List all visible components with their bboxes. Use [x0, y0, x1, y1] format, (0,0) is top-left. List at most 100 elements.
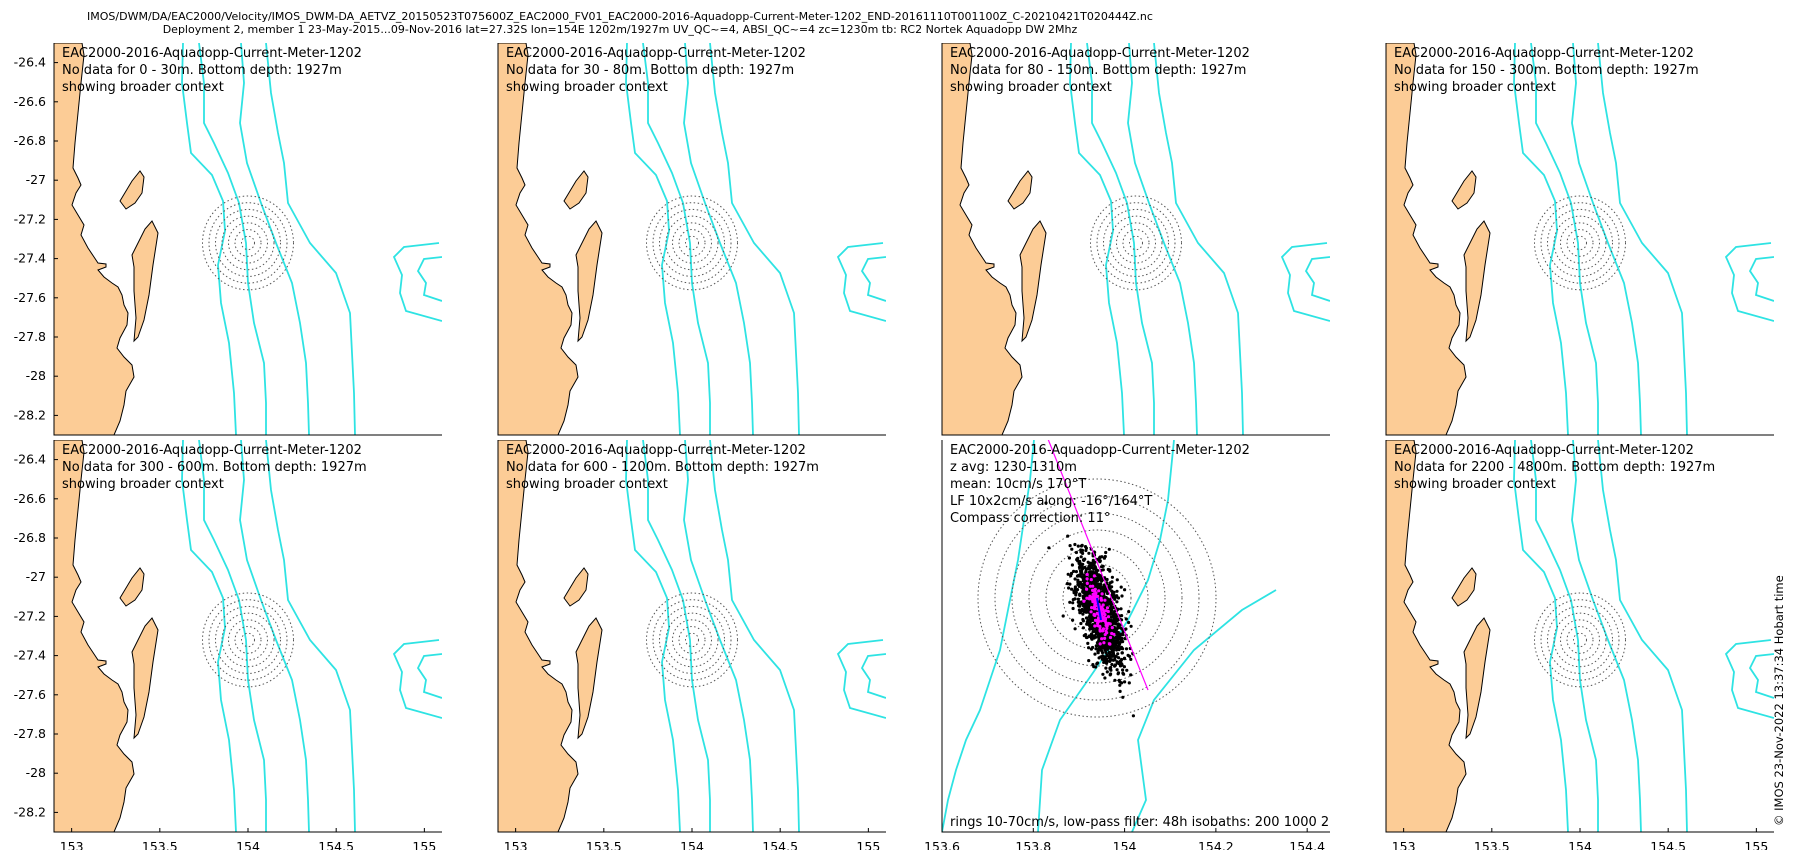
isobath-line — [1530, 440, 1599, 832]
x-tick-label: 153 — [504, 839, 528, 850]
annotation-line: No data for 30 - 80m. Bottom depth: 1927… — [506, 63, 795, 78]
annotation-line: EAC2000-2016-Aquadopp-Current-Meter-1202 — [62, 443, 362, 458]
island — [1451, 567, 1477, 607]
y-tick-label: -27.4 — [14, 251, 46, 266]
isobath-line — [1131, 589, 1277, 832]
isobath-line — [1571, 43, 1642, 435]
speed-ring — [672, 222, 712, 264]
isobath-line — [181, 440, 237, 832]
x-tick-label: 153 — [60, 839, 84, 850]
annotation-line: showing broader context — [62, 477, 224, 492]
panel-plot — [54, 43, 442, 435]
panel-axes — [1385, 43, 1774, 436]
x-tick-label: 155 — [412, 839, 436, 850]
panel-annotation: EAC2000-2016-Aquadopp-Current-Meter-1202… — [62, 442, 367, 493]
panel-plot — [498, 43, 886, 435]
panel-axes: 153 153.5 154 154.5 155 — [497, 440, 886, 850]
speed-ring — [652, 599, 732, 681]
isobath-line — [1304, 256, 1330, 302]
x-tick-label: 153.5 — [1474, 839, 1510, 850]
speed-ring — [659, 208, 725, 277]
isobath-line — [239, 440, 310, 832]
isobath-line — [198, 43, 267, 435]
island — [131, 617, 159, 740]
y-tick-label: -27.6 — [14, 687, 46, 702]
annotation-line: showing broader context — [506, 80, 668, 95]
y-tick-label: -27.8 — [14, 329, 46, 344]
annotation-line: No data for 0 - 30m. Bottom depth: 1927m — [62, 63, 342, 78]
axis-frame — [1385, 440, 1774, 833]
annotation-line: showing broader context — [950, 80, 1112, 95]
y-tick-label: -27.2 — [14, 211, 46, 226]
isobath-line — [683, 440, 754, 832]
y-tick-label: -28 — [26, 368, 46, 383]
panel-annotation: EAC2000-2016-Aquadopp-Current-Meter-1202… — [62, 45, 362, 96]
land-mass — [54, 440, 135, 832]
isobath-line — [642, 43, 711, 435]
figure-title-line2: Deployment 2, member 1 23-May-2015...09-… — [162, 23, 1078, 36]
annotation-line: No data for 80 - 150m. Bottom depth: 192… — [950, 63, 1247, 78]
map-panel: 153.6 153.8 154 154.2 154.4 EAC2000-2016-Aqua… — [924, 440, 1330, 850]
y-tick-label: -27.2 — [14, 608, 46, 623]
map-panel: EAC2000-2016-Aquadopp-Current-Meter-1202… — [941, 43, 1330, 436]
isobath-line — [1724, 242, 1774, 322]
speed-ring — [977, 478, 1217, 718]
y-tick-label: -28.2 — [14, 407, 46, 422]
y-tick-label: -26.8 — [14, 530, 46, 545]
island — [1019, 220, 1047, 343]
annotation-line: EAC2000-2016-Aquadopp-Current-Meter-1202 — [62, 46, 362, 61]
x-tick-label: 155 — [1744, 839, 1768, 850]
speed-ring — [1540, 202, 1620, 284]
land-mass — [1386, 43, 1467, 435]
annotation-line: EAC2000-2016-Aquadopp-Current-Meter-1202 — [506, 443, 806, 458]
isobath-line — [860, 653, 886, 699]
axis-frame — [53, 43, 442, 436]
y-tick-label: -26.6 — [14, 491, 46, 506]
figure-title: IMOS/DWM/DA/EAC2000/Velocity/IMOS_DWM-DA… — [0, 10, 1240, 36]
panel-axes: -26.4 -26.6 -26.8 -27 -27.2 -27.4 -27.6 -27.8 -2… — [14, 43, 442, 436]
map-panel: -26.4 -26.6 -26.8 -27 -27.2 -27.4 -27.6 -27.8 -2… — [14, 440, 442, 850]
panel-annotation: EAC2000-2016-Aquadopp-Current-Meter-1202… — [506, 45, 806, 96]
isobath-line — [1086, 43, 1155, 435]
isobath-line — [1153, 43, 1244, 435]
speed-ring — [1560, 222, 1600, 264]
panel-footer: rings 10-70cm/s, low-pass filter: 48h is… — [950, 815, 1328, 830]
isobath-line — [239, 43, 310, 435]
speed-ring — [1011, 512, 1183, 684]
panel-annotation: EAC2000-2016-Aquadopp-Current-Meter-1202… — [950, 442, 1250, 527]
speed-ring — [221, 215, 275, 271]
annotation-line: EAC2000-2016-Aquadopp-Current-Meter-1202 — [506, 46, 806, 61]
panel-axes: 153 153.5 154 154.5 155 — [1385, 440, 1774, 850]
annotation-line: EAC2000-2016-Aquadopp-Current-Meter-1202 — [950, 443, 1250, 458]
speed-ring — [685, 632, 699, 648]
annotation-line: No data for 150 - 300m. Bottom depth: 19… — [1394, 63, 1699, 78]
annotation-line: No data for 600 - 1200m. Bottom depth: 1… — [506, 460, 819, 475]
speed-ring — [1534, 592, 1626, 688]
isobath-line — [265, 43, 356, 435]
annotation-line: No data for 2200 - 4800m. Bottom depth: … — [1394, 460, 1716, 475]
y-tick-label: -26.6 — [14, 94, 46, 109]
isobath-line — [416, 653, 442, 699]
isobath-line — [1069, 43, 1125, 435]
axis-frame — [53, 440, 442, 833]
isobath-line — [625, 43, 681, 435]
panel-plot — [498, 440, 886, 832]
y-tick-label: -27.4 — [14, 648, 46, 663]
annotation-line: EAC2000-2016-Aquadopp-Current-Meter-1202 — [1394, 46, 1694, 61]
annotation-line: No data for 300 - 600m. Bottom depth: 19… — [62, 460, 367, 475]
speed-ring — [1553, 215, 1607, 271]
speed-ring — [665, 215, 719, 271]
y-tick-label: -26.4 — [14, 452, 46, 467]
speed-ring — [678, 229, 706, 257]
panel-annotation: EAC2000-2016-Aquadopp-Current-Meter-1202… — [1394, 442, 1715, 493]
x-tick-label: 154.4 — [1289, 839, 1325, 850]
land-mass — [942, 43, 1023, 435]
lowpass-scatter — [1082, 572, 1116, 646]
map-panel: -26.4 -26.6 -26.8 -27 -27.2 -27.4 -27.6 -27.8 -2… — [14, 43, 442, 436]
speed-ring — [202, 195, 294, 291]
x-tick-label: 154.2 — [1198, 839, 1234, 850]
annotation-line: EAC2000-2016-Aquadopp-Current-Meter-1202 — [1394, 443, 1694, 458]
island — [575, 617, 603, 740]
isobath-line — [1597, 43, 1688, 435]
isobath-line — [836, 242, 886, 322]
